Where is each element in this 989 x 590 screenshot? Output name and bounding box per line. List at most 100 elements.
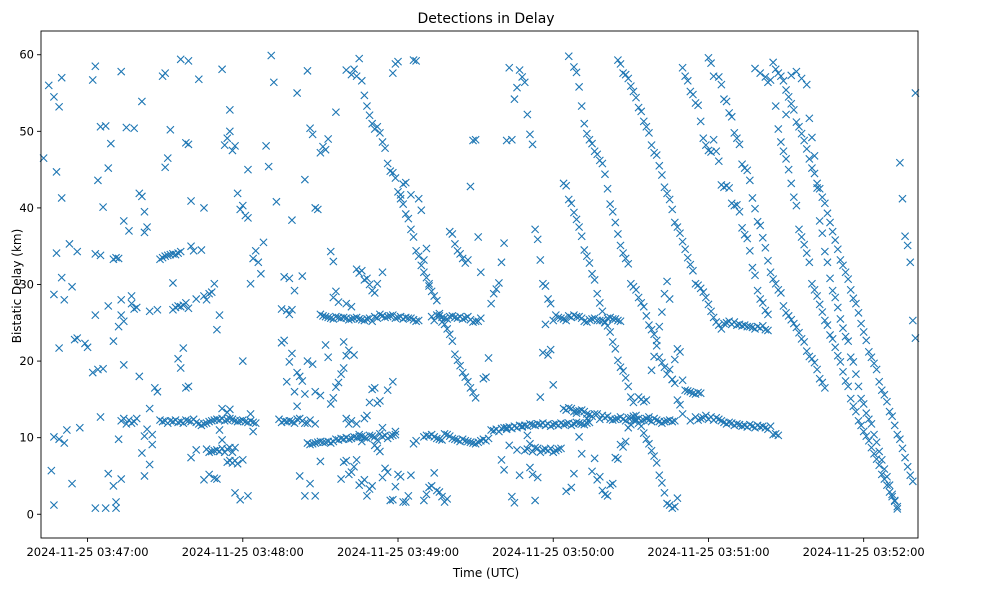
data-point-marker: [701, 411, 710, 420]
data-point-marker: [717, 80, 726, 89]
data-point-marker: [293, 368, 302, 377]
data-point-marker: [807, 354, 816, 363]
data-point-marker: [458, 368, 467, 377]
data-point-marker: [763, 310, 772, 319]
data-point-marker: [699, 288, 708, 297]
data-point-marker: [688, 90, 697, 99]
data-point-marker: [789, 105, 798, 114]
data-point-marker: [833, 245, 842, 254]
data-point-marker: [838, 261, 847, 270]
data-point-marker: [127, 299, 136, 308]
data-point-marker: [365, 111, 374, 120]
data-point-marker: [489, 289, 498, 298]
data-point-marker: [590, 275, 599, 284]
data-point-marker: [779, 301, 788, 310]
data-point-marker: [616, 317, 625, 326]
data-point-marker: [44, 81, 53, 90]
data-point-marker: [660, 488, 669, 497]
data-point-marker: [795, 225, 803, 234]
data-point-marker: [650, 330, 659, 339]
data-point-marker: [225, 127, 234, 136]
data-point-marker: [448, 434, 457, 443]
data-point-marker: [846, 285, 855, 294]
data-point-marker: [877, 455, 886, 464]
data-point-marker: [903, 241, 912, 250]
data-point-marker: [851, 299, 860, 308]
data-point-marker: [212, 475, 221, 484]
data-point-marker: [725, 184, 734, 192]
data-point-marker: [857, 394, 866, 403]
data-point-marker: [844, 337, 853, 346]
data-point-marker: [569, 63, 578, 71]
data-point-marker: [632, 411, 641, 420]
data-point-marker: [388, 69, 397, 78]
data-point-marker: [184, 140, 193, 149]
data-point-marker: [293, 415, 302, 424]
data-point-marker: [567, 483, 576, 492]
data-point-marker: [624, 74, 633, 83]
y-axis: 0 10 20 30 40 50 60: [19, 48, 41, 521]
data-point-marker: [181, 298, 190, 307]
data-point-marker: [575, 432, 584, 441]
data-point-marker: [388, 495, 397, 504]
data-point-marker: [797, 233, 806, 242]
data-point-marker: [316, 391, 325, 400]
data-point-marker: [603, 321, 612, 330]
data-point-marker: [264, 162, 273, 171]
data-point-marker: [368, 481, 377, 490]
data-point-marker: [668, 205, 677, 214]
data-point-marker: [47, 466, 56, 475]
data-point-marker: [740, 230, 749, 239]
data-point-marker: [145, 460, 154, 469]
data-point-marker: [670, 416, 679, 425]
data-point-marker: [179, 344, 188, 353]
data-point-marker: [549, 316, 558, 325]
data-point-marker: [399, 200, 408, 209]
data-point-marker: [461, 436, 470, 445]
data-point-marker: [800, 240, 809, 249]
data-point-marker: [554, 445, 563, 454]
data-point-marker: [595, 472, 604, 481]
data-point-marker: [373, 122, 382, 131]
data-point-marker: [119, 360, 128, 369]
data-point-marker: [220, 141, 229, 150]
data-point-marker: [683, 386, 692, 395]
data-point-marker: [73, 334, 82, 343]
data-point-marker: [603, 184, 612, 193]
data-point-marker: [634, 103, 643, 112]
data-point-marker: [507, 135, 516, 144]
data-point-marker: [683, 76, 692, 85]
data-point-marker: [254, 258, 263, 267]
data-point-marker: [298, 272, 307, 281]
data-point-marker: [231, 443, 240, 452]
data-point-marker: [132, 414, 141, 423]
data-point-marker: [505, 63, 514, 72]
data-point-marker: [65, 239, 74, 248]
data-point-marker: [694, 388, 703, 397]
data-point-marker: [145, 307, 154, 316]
data-point-marker: [189, 246, 198, 255]
data-point-marker: [184, 382, 193, 391]
data-point-marker: [412, 56, 421, 65]
data-point-marker: [406, 190, 415, 199]
data-point-marker: [153, 387, 162, 396]
data-point-marker: [657, 170, 666, 179]
data-point-marker: [117, 311, 126, 320]
data-point-marker: [481, 373, 490, 382]
data-point-marker: [329, 257, 338, 266]
data-point-marker: [572, 215, 581, 224]
y-tick-label: 60: [19, 48, 34, 62]
data-point-marker: [430, 291, 439, 300]
y-tick-label: 0: [27, 507, 34, 521]
data-point-marker: [290, 286, 299, 295]
data-point-marker: [673, 396, 682, 405]
data-point-marker: [769, 275, 778, 284]
data-point-marker: [802, 347, 811, 356]
data-point-marker: [119, 414, 128, 423]
plot-area: [39, 30, 920, 539]
data-point-marker: [344, 315, 353, 324]
data-point-marker: [73, 247, 82, 256]
data-point-marker: [632, 285, 641, 294]
data-point-marker: [554, 313, 563, 322]
data-point-marker: [49, 92, 58, 101]
